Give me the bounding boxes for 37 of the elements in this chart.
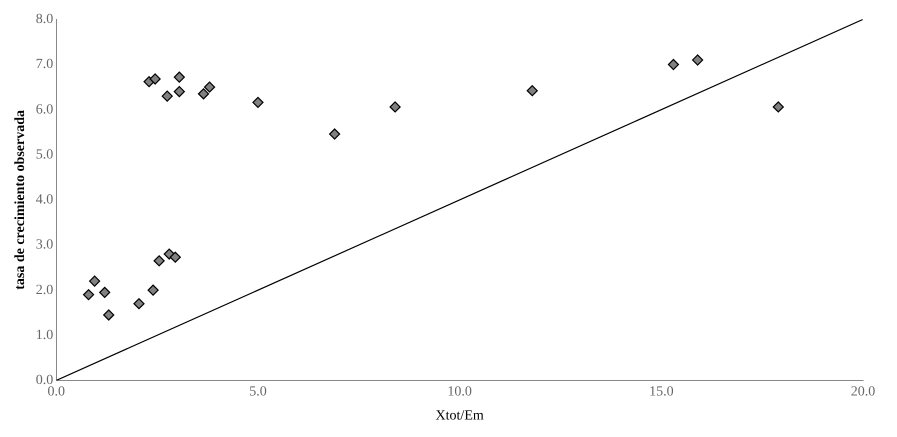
y-tick-label: 5.0 <box>36 147 54 162</box>
point <box>150 73 161 85</box>
point <box>99 286 110 298</box>
point <box>390 101 401 113</box>
point <box>133 298 145 310</box>
point <box>164 248 175 260</box>
point <box>526 85 538 96</box>
point <box>154 255 165 266</box>
point <box>174 72 185 83</box>
x-tick-label: 15.0 <box>649 384 674 400</box>
x-tick-label: 20.0 <box>850 384 876 400</box>
x-axis-title: Xtot/Em <box>436 408 484 424</box>
y-tick-label: 1.0 <box>36 328 54 343</box>
point <box>148 284 159 296</box>
y-tick-label: 4.0 <box>36 192 54 208</box>
y-axis-title: tasa de crecimiento observada <box>13 110 28 290</box>
x-tick-label: 0.0 <box>48 384 66 400</box>
point <box>162 90 173 102</box>
x-tick-label: 5.0 <box>249 384 267 400</box>
point <box>174 86 185 98</box>
point <box>89 276 100 287</box>
point <box>204 81 216 93</box>
point <box>668 58 680 70</box>
point <box>82 289 94 300</box>
y-tick-label: 6.0 <box>36 102 54 118</box>
y-tick-label: 2.0 <box>36 282 54 298</box>
point <box>252 96 264 108</box>
point <box>692 54 704 66</box>
y-tick-label: 7.0 <box>36 57 54 72</box>
point <box>772 101 784 113</box>
point <box>329 128 340 140</box>
x-tick-label: 10.0 <box>447 384 472 400</box>
y-tick-label: 3.0 <box>36 238 54 253</box>
point <box>170 252 181 263</box>
point <box>103 309 114 321</box>
y-tick-label: 8.0 <box>36 12 54 28</box>
point <box>198 88 210 100</box>
